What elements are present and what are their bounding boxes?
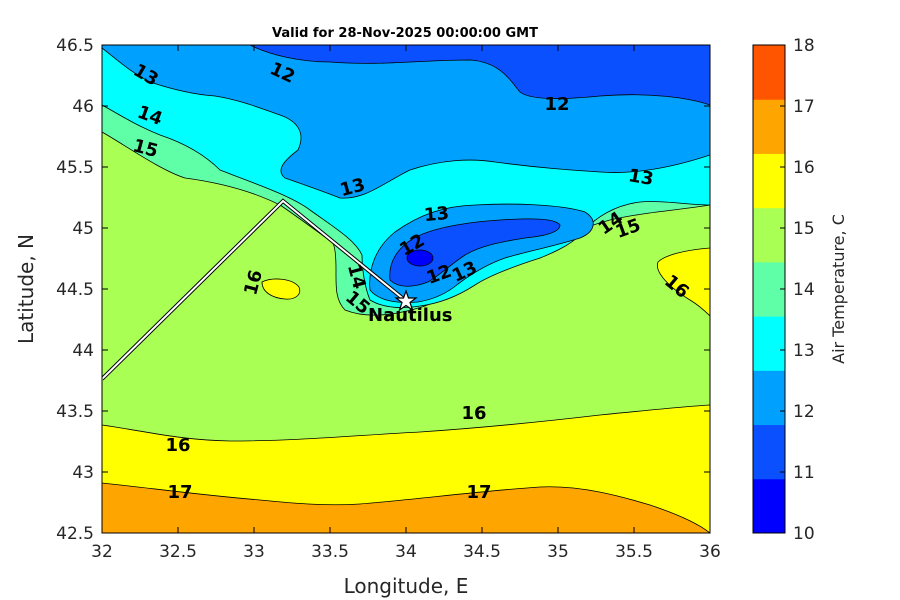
contour-label: 12: [544, 94, 569, 115]
y-tick-label: 42.5: [56, 524, 94, 544]
x-tick-label: 32: [91, 542, 113, 562]
colorbar-swatch: [753, 424, 785, 480]
y-tick-label: 44: [72, 341, 94, 361]
colorbar-tick-label: 17: [793, 97, 815, 117]
colorbar-tick-label: 18: [793, 36, 815, 56]
contour-label: 13: [627, 165, 655, 190]
contour-label: 17: [466, 482, 491, 503]
contour-label: 13: [423, 203, 450, 226]
x-tick-label: 35.5: [615, 542, 653, 562]
contour-label: 16: [165, 435, 190, 456]
colorbar-label: Air Temperature, C: [829, 214, 848, 364]
contour-map: [102, 45, 710, 533]
ship-track: [102, 198, 408, 381]
band-16-17-east: [657, 247, 710, 317]
y-tick-label: 45: [72, 219, 94, 239]
x-tick-label: 36: [699, 542, 721, 562]
y-tick-label: 45.5: [56, 158, 94, 178]
y-axis-label: Latitude, N: [14, 234, 38, 344]
colorbar-swatch: [753, 153, 785, 209]
colorbar-swatch: [753, 99, 785, 154]
colorbar: 10 11 12 13 14 15 16 17 18: [752, 36, 815, 544]
colorbar-tick-label: 14: [793, 280, 815, 300]
star-icon: [394, 289, 418, 312]
colorbar-tick-label: 15: [793, 219, 815, 239]
y-tick-label: 44.5: [56, 280, 94, 300]
band-10-11-spot: [406, 249, 434, 267]
contour-label: 16: [461, 403, 486, 424]
colorbar-tick-label: 13: [793, 341, 815, 361]
x-tick-label: 35: [547, 542, 569, 562]
y-axis: 42.5 43 43.5 44 44.5 45 45.5 46 46.5: [56, 36, 710, 544]
y-tick-label: 46.5: [56, 36, 94, 56]
contour-label: 17: [167, 482, 192, 503]
station-marker: Nautilus: [368, 289, 453, 326]
colorbar-swatch: [753, 207, 785, 263]
x-tick-label: 32.5: [159, 542, 197, 562]
colorbar-swatch: [753, 370, 785, 426]
band-11-12-bay: [389, 218, 561, 287]
colorbar-swatch: [753, 45, 785, 100]
station-label: Nautilus: [368, 305, 453, 326]
colorbar-swatch: [753, 478, 785, 534]
x-tick-label: 34.5: [463, 542, 501, 562]
colorbar-tick-label: 11: [793, 463, 815, 483]
x-tick-label: 33.5: [311, 542, 349, 562]
band-17-18: [102, 482, 710, 533]
y-tick-label: 43: [72, 463, 94, 483]
x-tick-label: 33: [243, 542, 265, 562]
y-tick-label: 46: [72, 97, 94, 117]
x-tick-label: 34: [395, 542, 417, 562]
colorbar-swatch: [753, 261, 785, 317]
map-title: Valid for 28-Nov-2025 00:00:00 GMT: [272, 26, 538, 41]
colorbar-tick-label: 12: [793, 402, 815, 422]
band-11-12: [249, 45, 710, 106]
y-tick-label: 43.5: [56, 402, 94, 422]
x-axis-label: Longitude, E: [344, 574, 469, 598]
band-16-17-island: [261, 278, 301, 300]
colorbar-swatch: [753, 316, 785, 371]
colorbar-tick-label: 10: [793, 524, 815, 544]
x-axis: 32 32.5 33 33.5 34 34.5 35 35.5 36: [91, 45, 721, 562]
colorbar-tick-label: 16: [793, 158, 815, 178]
